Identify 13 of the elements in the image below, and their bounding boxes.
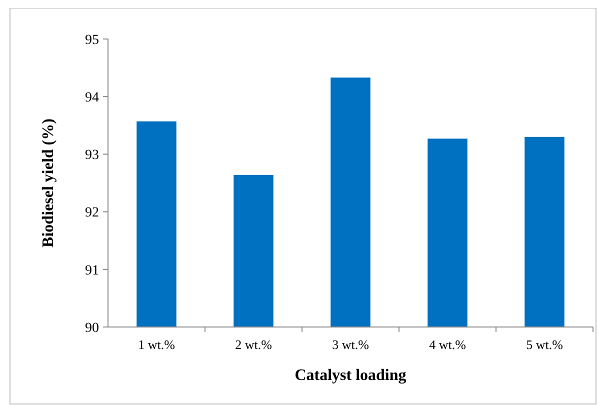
x-tick-label: 2 wt.%: [235, 337, 272, 352]
x-tick-label: 5 wt.%: [526, 337, 564, 352]
y-tick-label: 95: [85, 32, 99, 48]
y-tick-label: 91: [85, 263, 99, 278]
x-tick-label: 3 wt.%: [332, 337, 370, 352]
x-tick-label: 4 wt.%: [429, 337, 466, 352]
y-tick-label: 94: [85, 90, 99, 106]
y-tick-label: 92: [85, 206, 99, 221]
x-tick-label: 1 wt.%: [138, 337, 176, 352]
y-tick-label: 90: [85, 320, 99, 336]
x-axis-title: Catalyst loading: [294, 367, 406, 384]
y-axis-title: Biodiesel yield (%): [40, 118, 57, 248]
y-tick-label: 93: [85, 148, 99, 164]
